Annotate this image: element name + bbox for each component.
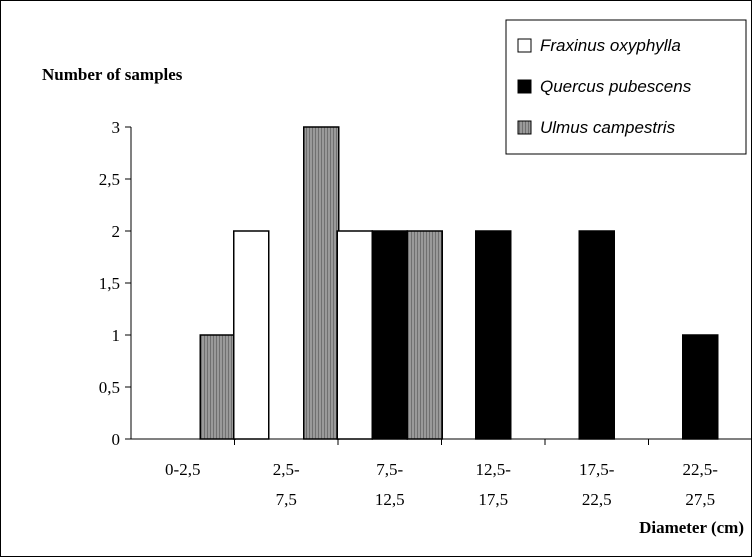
x-tick-label: 17,5 bbox=[478, 490, 508, 509]
y-tick-label: 3 bbox=[112, 118, 121, 137]
y-tick-label: 2,5 bbox=[99, 170, 120, 189]
y-tick-label: 1 bbox=[112, 326, 121, 345]
bar bbox=[406, 230, 443, 440]
y-tick-label: 0,5 bbox=[99, 378, 120, 397]
x-tick-label: 2,5- bbox=[273, 460, 300, 479]
y-axis-label: Number of samples bbox=[42, 65, 183, 84]
x-axis-label: Diameter (cm) bbox=[639, 518, 744, 537]
legend-label: Fraxinus oxyphylla bbox=[540, 36, 681, 55]
bar bbox=[475, 230, 512, 440]
legend-box bbox=[505, 19, 747, 155]
x-tick-label: 17,5- bbox=[579, 460, 615, 479]
legend-swatch bbox=[517, 120, 532, 135]
legend-swatch bbox=[517, 38, 532, 53]
x-tick-label: 12,5- bbox=[476, 460, 512, 479]
legend-label: Ulmus campestris bbox=[540, 118, 676, 137]
plot-area: 00,511,522,530-2,5 2,5-7,57,5-12,512,5-17… bbox=[99, 118, 752, 509]
x-tick-label: 7,5 bbox=[276, 490, 297, 509]
bar bbox=[336, 230, 373, 440]
x-tick-label: 7,5- bbox=[376, 460, 403, 479]
y-tick-label: 0 bbox=[112, 430, 121, 449]
bar bbox=[233, 230, 270, 440]
x-tick-label: 0-2,5 bbox=[165, 460, 200, 479]
legend-swatch bbox=[517, 79, 532, 94]
x-tick-label: 22,5 bbox=[582, 490, 612, 509]
y-tick-label: 1,5 bbox=[99, 274, 120, 293]
bar bbox=[199, 334, 236, 440]
bar bbox=[578, 230, 615, 440]
x-tick-label: 22,5- bbox=[683, 460, 719, 479]
bar bbox=[303, 126, 340, 440]
bar bbox=[682, 334, 719, 440]
x-tick-label: 27,5 bbox=[685, 490, 715, 509]
bar bbox=[371, 230, 408, 440]
x-tick-label: 12,5 bbox=[375, 490, 405, 509]
legend-label: Quercus pubescens bbox=[540, 77, 692, 96]
legend: Fraxinus oxyphylla Quercus pubescens Ulmus… bbox=[505, 19, 747, 155]
y-tick-label: 2 bbox=[112, 222, 121, 241]
